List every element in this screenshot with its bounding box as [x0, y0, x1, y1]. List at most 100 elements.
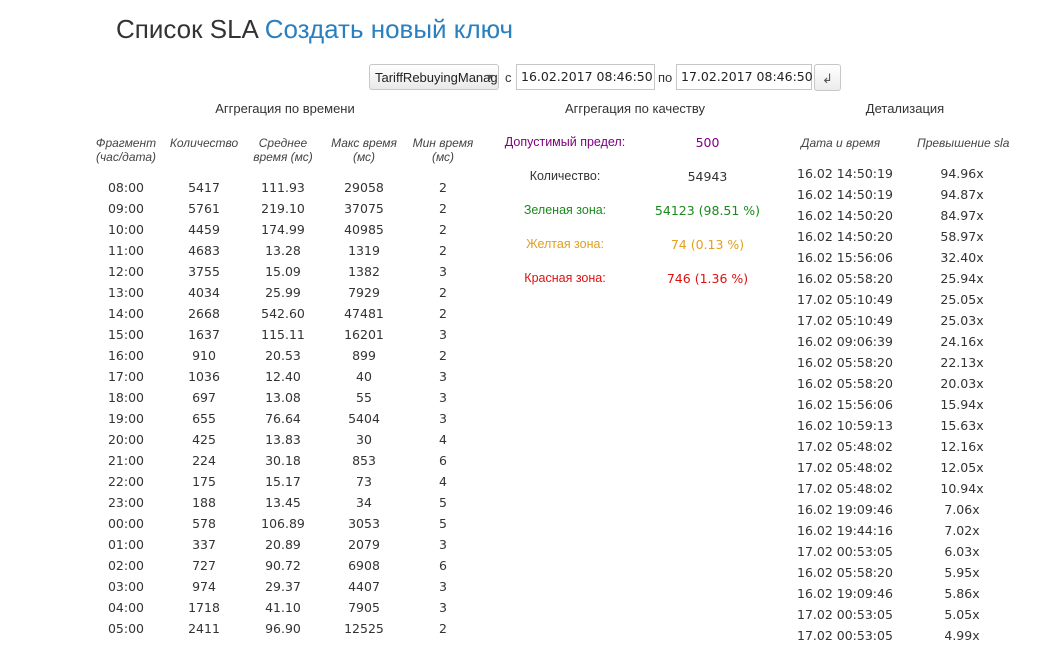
detail-datetime: 17.02 05:48:02 [797, 481, 893, 496]
table-cell: 655 [192, 411, 216, 426]
table-cell: 5 [439, 516, 447, 531]
list-item: 17.02 05:10:49 25.05x [797, 292, 1037, 313]
list-item: 17.02 05:48:02 10.94x [797, 481, 1037, 502]
detail-col-excess: Превышение sla [917, 136, 1010, 150]
table-cell: 224 [192, 453, 216, 468]
table-cell: 41.10 [265, 600, 301, 615]
table-cell: 00:00 [107, 516, 145, 531]
table-cell: 1718 [188, 600, 220, 615]
list-item: 17.02 05:48:02 12.05x [797, 460, 1037, 481]
detail-excess: 12.05x [940, 460, 984, 475]
detail-excess: 15.94x [940, 397, 984, 412]
table-cell: 20.89 [265, 537, 301, 552]
table-cell: 96.90 [265, 621, 301, 636]
table-row: 21:00 224 30.18 853 6 [88, 453, 478, 474]
quality-row: Допустимый предел: 500 [495, 135, 765, 155]
detail-datetime: 16.02 19:44:16 [797, 523, 893, 538]
time-agg-title: Аггрегация по времени [215, 101, 355, 116]
table-cell: 4459 [188, 222, 220, 237]
table-row: 16:00 910 20.53 899 2 [88, 348, 478, 369]
detail-datetime: 17.02 05:10:49 [797, 292, 893, 307]
table-row: 12:00 3755 15.09 1382 3 [88, 264, 478, 285]
detail-excess: 32.40x [940, 250, 984, 265]
table-cell: 10:00 [107, 222, 145, 237]
table-cell: 73 [356, 474, 372, 489]
list-item: 16.02 14:50:19 94.96x [797, 166, 1037, 187]
detail-excess: 12.16x [940, 439, 984, 454]
time-col-header-line: Макс время [331, 136, 397, 150]
table-cell: 01:00 [107, 537, 145, 552]
table-cell: 13.83 [265, 432, 301, 447]
table-cell: 188 [192, 495, 216, 510]
list-item: 17.02 05:10:49 25.03x [797, 313, 1037, 334]
list-item: 16.02 14:50:20 58.97x [797, 229, 1037, 250]
table-cell: 5417 [188, 180, 220, 195]
table-cell: 14:00 [107, 306, 145, 321]
table-cell: 7929 [348, 285, 380, 300]
table-cell: 1036 [188, 369, 220, 384]
table-cell: 30.18 [265, 453, 301, 468]
table-cell: 1637 [188, 327, 220, 342]
quality-label: Количество: [529, 169, 601, 183]
table-cell: 111.93 [261, 180, 305, 195]
time-col-header: Мин время (мс) [406, 136, 480, 164]
table-cell: 30 [356, 432, 372, 447]
time-col-header: Количество [164, 136, 244, 150]
table-cell: 5761 [188, 201, 220, 216]
table-cell: 12.40 [265, 369, 301, 384]
detail-excess: 94.96x [940, 166, 984, 181]
table-cell: 40 [356, 369, 372, 384]
service-select[interactable]: TariffRebuyingManager ▼ [369, 64, 499, 90]
table-cell: 03:00 [107, 579, 145, 594]
detail-excess: 5.95x [944, 565, 980, 580]
time-col-header-line: (мс) [352, 150, 376, 164]
to-date-input[interactable]: 17.02.2017 08:46:50 [676, 64, 813, 90]
detail-datetime: 16.02 05:58:20 [797, 565, 893, 580]
quality-row: Желтая зона: 74 (0.13 %) [495, 237, 765, 257]
table-cell: 2 [439, 180, 447, 195]
quality-row: Зеленая зона: 54123 (98.51 %) [495, 203, 765, 223]
table-cell: 11:00 [107, 243, 145, 258]
quality-agg-title: Аггрегация по качеству [564, 101, 706, 116]
table-cell: 3 [439, 327, 447, 342]
list-item: 16.02 10:59:13 15.63x [797, 418, 1037, 439]
detail-excess: 94.87x [940, 187, 984, 202]
table-cell: 853 [352, 453, 376, 468]
table-cell: 22:00 [107, 474, 145, 489]
table-cell: 578 [192, 516, 216, 531]
detail-datetime: 17.02 05:10:49 [797, 313, 893, 328]
from-date-input[interactable]: 16.02.2017 08:46:50 [516, 64, 655, 90]
submit-button[interactable]: ↲ [814, 64, 841, 91]
detail-excess: 10.94x [940, 481, 984, 496]
detail-excess: 22.13x [940, 355, 984, 370]
list-item: 16.02 15:56:06 32.40x [797, 250, 1037, 271]
list-item: 16.02 14:50:20 84.97x [797, 208, 1037, 229]
create-key-link[interactable]: Создать новый ключ [264, 14, 514, 44]
detail-excess: 25.03x [940, 313, 984, 328]
detail-datetime: 16.02 09:06:39 [797, 334, 893, 349]
table-cell: 2 [439, 201, 447, 216]
table-cell: 3 [439, 390, 447, 405]
list-item: 17.02 05:48:02 12.16x [797, 439, 1037, 460]
table-cell: 1319 [348, 243, 380, 258]
list-item: 16.02 19:09:46 7.06x [797, 502, 1037, 523]
table-cell: 12525 [344, 621, 384, 636]
table-cell: 3 [439, 537, 447, 552]
table-cell: 02:00 [107, 558, 145, 573]
detail-datetime: 16.02 05:58:20 [797, 376, 893, 391]
table-cell: 974 [192, 579, 216, 594]
list-item: 16.02 15:56:06 15.94x [797, 397, 1037, 418]
table-cell: 55 [356, 390, 372, 405]
table-cell: 7905 [348, 600, 380, 615]
detail-datetime: 17.02 05:48:02 [797, 460, 893, 475]
table-cell: 20:00 [107, 432, 145, 447]
quality-label: Зеленая зона: [523, 203, 607, 217]
list-item: 16.02 05:58:20 25.94x [797, 271, 1037, 292]
list-item: 16.02 09:06:39 24.16x [797, 334, 1037, 355]
detail-excess: 7.06x [944, 502, 980, 517]
table-cell: 542.60 [261, 306, 305, 321]
detail-datetime: 16.02 10:59:13 [797, 418, 893, 433]
table-cell: 13:00 [107, 285, 145, 300]
quality-value: 54123 (98.51 %) [654, 203, 761, 218]
table-cell: 174.99 [261, 222, 305, 237]
